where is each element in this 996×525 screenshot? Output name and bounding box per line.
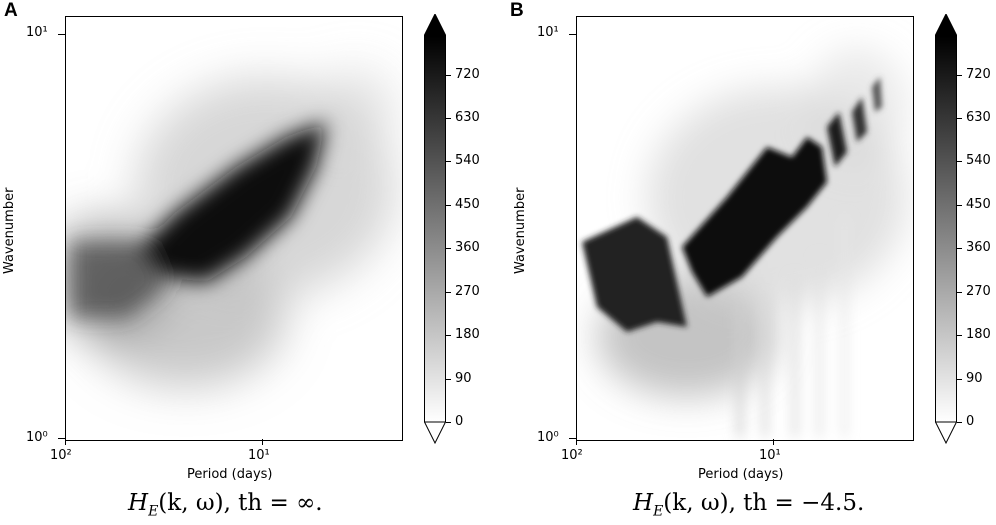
caption-a-args: (k, ω)	[158, 490, 224, 516]
colorbar-tick-b-0	[957, 422, 962, 423]
y-tick-label-a-bottom: 10⁰	[26, 430, 48, 445]
colorbar-tick-a-90	[446, 379, 451, 380]
heatmap-b	[577, 17, 913, 440]
x-tick-label-a-right: 10¹	[248, 448, 270, 463]
colorbar-tick-label-a-90: 90	[455, 371, 472, 386]
x-axis-label-a: Period (days)	[187, 467, 273, 482]
colorbar-a	[424, 14, 446, 444]
colorbar-tick-a-360	[446, 248, 451, 249]
x-axis-label-b: Period (days)	[698, 467, 784, 482]
colorbar-tick-label-a-0: 0	[455, 414, 464, 429]
caption-a-sub: E	[148, 503, 159, 520]
colorbar-tick-b-90	[957, 379, 962, 380]
panel-letter-a: A	[4, 0, 18, 21]
colorbar-tick-label-a-180: 180	[455, 327, 480, 342]
colorbar-tick-label-a-540: 540	[455, 153, 480, 168]
x-tick-b-left	[576, 439, 577, 445]
caption-b-expr: H	[633, 490, 654, 516]
colorbar-tick-b-720	[957, 75, 962, 76]
colorbar-tick-a-180	[446, 335, 451, 336]
colorbar-b	[935, 14, 957, 444]
colorbar-tick-label-a-450: 450	[455, 197, 480, 212]
colorbar-tick-b-540	[957, 161, 962, 162]
x-tick-a-left	[65, 439, 66, 445]
x-tick-label-a-left: 10²	[50, 448, 72, 463]
colorbar-tick-label-b-270: 270	[966, 284, 991, 299]
colorbar-tick-label-b-630: 630	[966, 110, 991, 125]
colorbar-tick-b-450	[957, 205, 962, 206]
colorbar-tick-b-630	[957, 118, 962, 119]
x-tick-b-right	[773, 439, 774, 445]
colorbar-tick-b-180	[957, 335, 962, 336]
colorbar-tick-label-b-360: 360	[966, 240, 991, 255]
colorbar-tick-label-a-270: 270	[455, 284, 480, 299]
colorbar-tick-b-270	[957, 292, 962, 293]
heatmap-plot-area-a	[65, 16, 403, 441]
x-tick-label-b-right: 10¹	[759, 448, 781, 463]
colorbar-tick-a-450	[446, 205, 451, 206]
colorbar-tick-label-b-540: 540	[966, 153, 991, 168]
caption-b-rest: , th = −4.5.	[728, 490, 865, 516]
colorbar-tick-a-270	[446, 292, 451, 293]
y-axis-label-b: Wavenumber	[513, 187, 528, 274]
caption-a-expr: H	[128, 490, 149, 516]
colorbar-tick-a-630	[446, 118, 451, 119]
heatmap-a	[66, 17, 402, 440]
colorbar-tick-label-b-0: 0	[966, 414, 975, 429]
caption-a: HE(k, ω), th = ∞.	[128, 490, 323, 520]
heatmap-plot-area-b	[576, 16, 914, 441]
colorbar-tick-label-a-720: 720	[455, 67, 480, 82]
y-tick-b-bottom	[569, 438, 576, 439]
colorbar-tick-label-b-180: 180	[966, 327, 991, 342]
y-tick-b-top	[569, 34, 576, 35]
caption-b-sub: E	[653, 503, 664, 520]
y-tick-a-top	[58, 34, 65, 35]
caption-a-rest: , th = ∞.	[223, 490, 323, 516]
colorbar-tick-a-720	[446, 75, 451, 76]
caption-b-args: (k, ω)	[663, 490, 729, 516]
y-axis-label-a: Wavenumber	[2, 187, 17, 274]
colorbar-tick-label-b-90: 90	[966, 371, 983, 386]
y-tick-label-b-bottom: 10⁰	[537, 430, 559, 445]
colorbar-tick-a-540	[446, 161, 451, 162]
colorbar-tick-b-360	[957, 248, 962, 249]
y-tick-a-bottom	[58, 438, 65, 439]
colorbar-tick-label-b-450: 450	[966, 197, 991, 212]
x-tick-label-b-left: 10²	[561, 448, 583, 463]
x-tick-a-right	[262, 439, 263, 445]
colorbar-tick-label-a-630: 630	[455, 110, 480, 125]
colorbar-tick-label-a-360: 360	[455, 240, 480, 255]
colorbar-tick-label-b-720: 720	[966, 67, 991, 82]
y-tick-label-a-top: 10¹	[26, 25, 48, 40]
y-tick-label-b-top: 10¹	[537, 25, 559, 40]
colorbar-tick-a-0	[446, 422, 451, 423]
caption-b: HE(k, ω), th = −4.5.	[633, 490, 864, 520]
panel-letter-b: B	[510, 0, 524, 21]
